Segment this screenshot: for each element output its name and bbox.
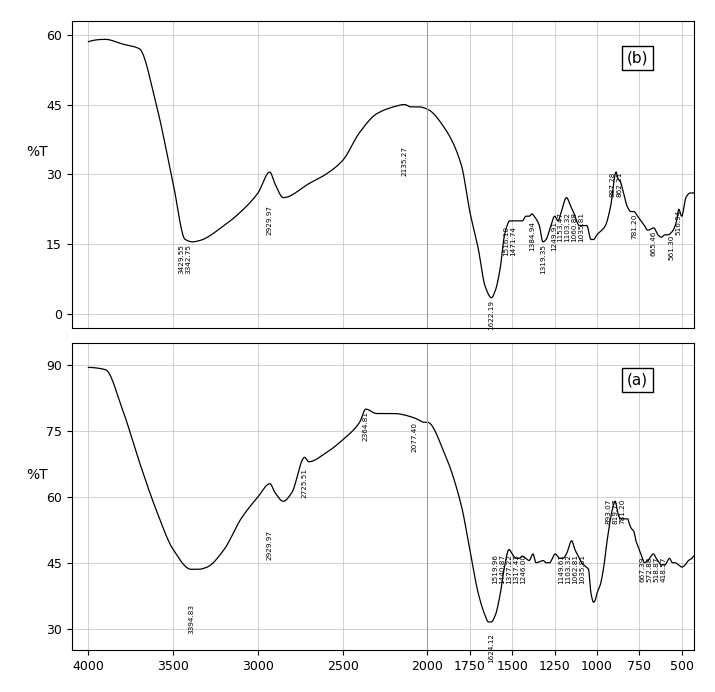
- Text: 1319.35: 1319.35: [540, 244, 546, 274]
- Text: 2135.27: 2135.27: [402, 147, 408, 176]
- Y-axis label: %T: %T: [26, 145, 48, 159]
- Text: 3429.55
3342.75: 3429.55 3342.75: [179, 244, 192, 274]
- Text: 1516.10
1471.74: 1516.10 1471.74: [503, 226, 516, 255]
- Text: 887.28
862.21: 887.28 862.21: [610, 172, 623, 197]
- Text: 516.94: 516.94: [676, 209, 682, 235]
- Text: 1622.19: 1622.19: [488, 300, 495, 330]
- Text: 3394.83: 3394.83: [188, 604, 194, 635]
- Text: 2929.97: 2929.97: [267, 530, 273, 560]
- Text: 1384.94: 1384.94: [528, 221, 535, 251]
- Text: 2077.40: 2077.40: [411, 422, 418, 453]
- Text: 2725.51: 2725.51: [302, 468, 307, 498]
- Text: 561.30: 561.30: [669, 235, 674, 260]
- Text: 2929.97: 2929.97: [267, 205, 273, 235]
- Text: (b): (b): [627, 50, 649, 65]
- Text: 1149.61
1103.32
1062.81
1035.81: 1149.61 1103.32 1062.81 1035.81: [558, 554, 585, 584]
- Text: (a): (a): [627, 373, 648, 388]
- Text: 1519.96
1440.87
1377.22
1317.43
1246.00: 1519.96 1440.87 1377.22 1317.43 1246.00: [492, 554, 526, 584]
- Text: 2364.81: 2364.81: [363, 411, 369, 441]
- Text: 1624.12: 1624.12: [488, 633, 494, 663]
- Text: 781.20: 781.20: [631, 214, 637, 239]
- Text: 1153.47
1103.32
1060.88
1035.81: 1153.47 1103.32 1060.88 1035.81: [558, 212, 584, 242]
- Y-axis label: %T: %T: [26, 468, 48, 482]
- Text: 1249.91: 1249.91: [551, 221, 558, 251]
- Text: 667.39
572.88
518.87
418.57: 667.39 572.88 518.87 418.57: [640, 556, 667, 581]
- Text: 893.07
819.77
781.20: 893.07 819.77 781.20: [605, 499, 625, 525]
- Text: 665.46: 665.46: [651, 230, 656, 255]
